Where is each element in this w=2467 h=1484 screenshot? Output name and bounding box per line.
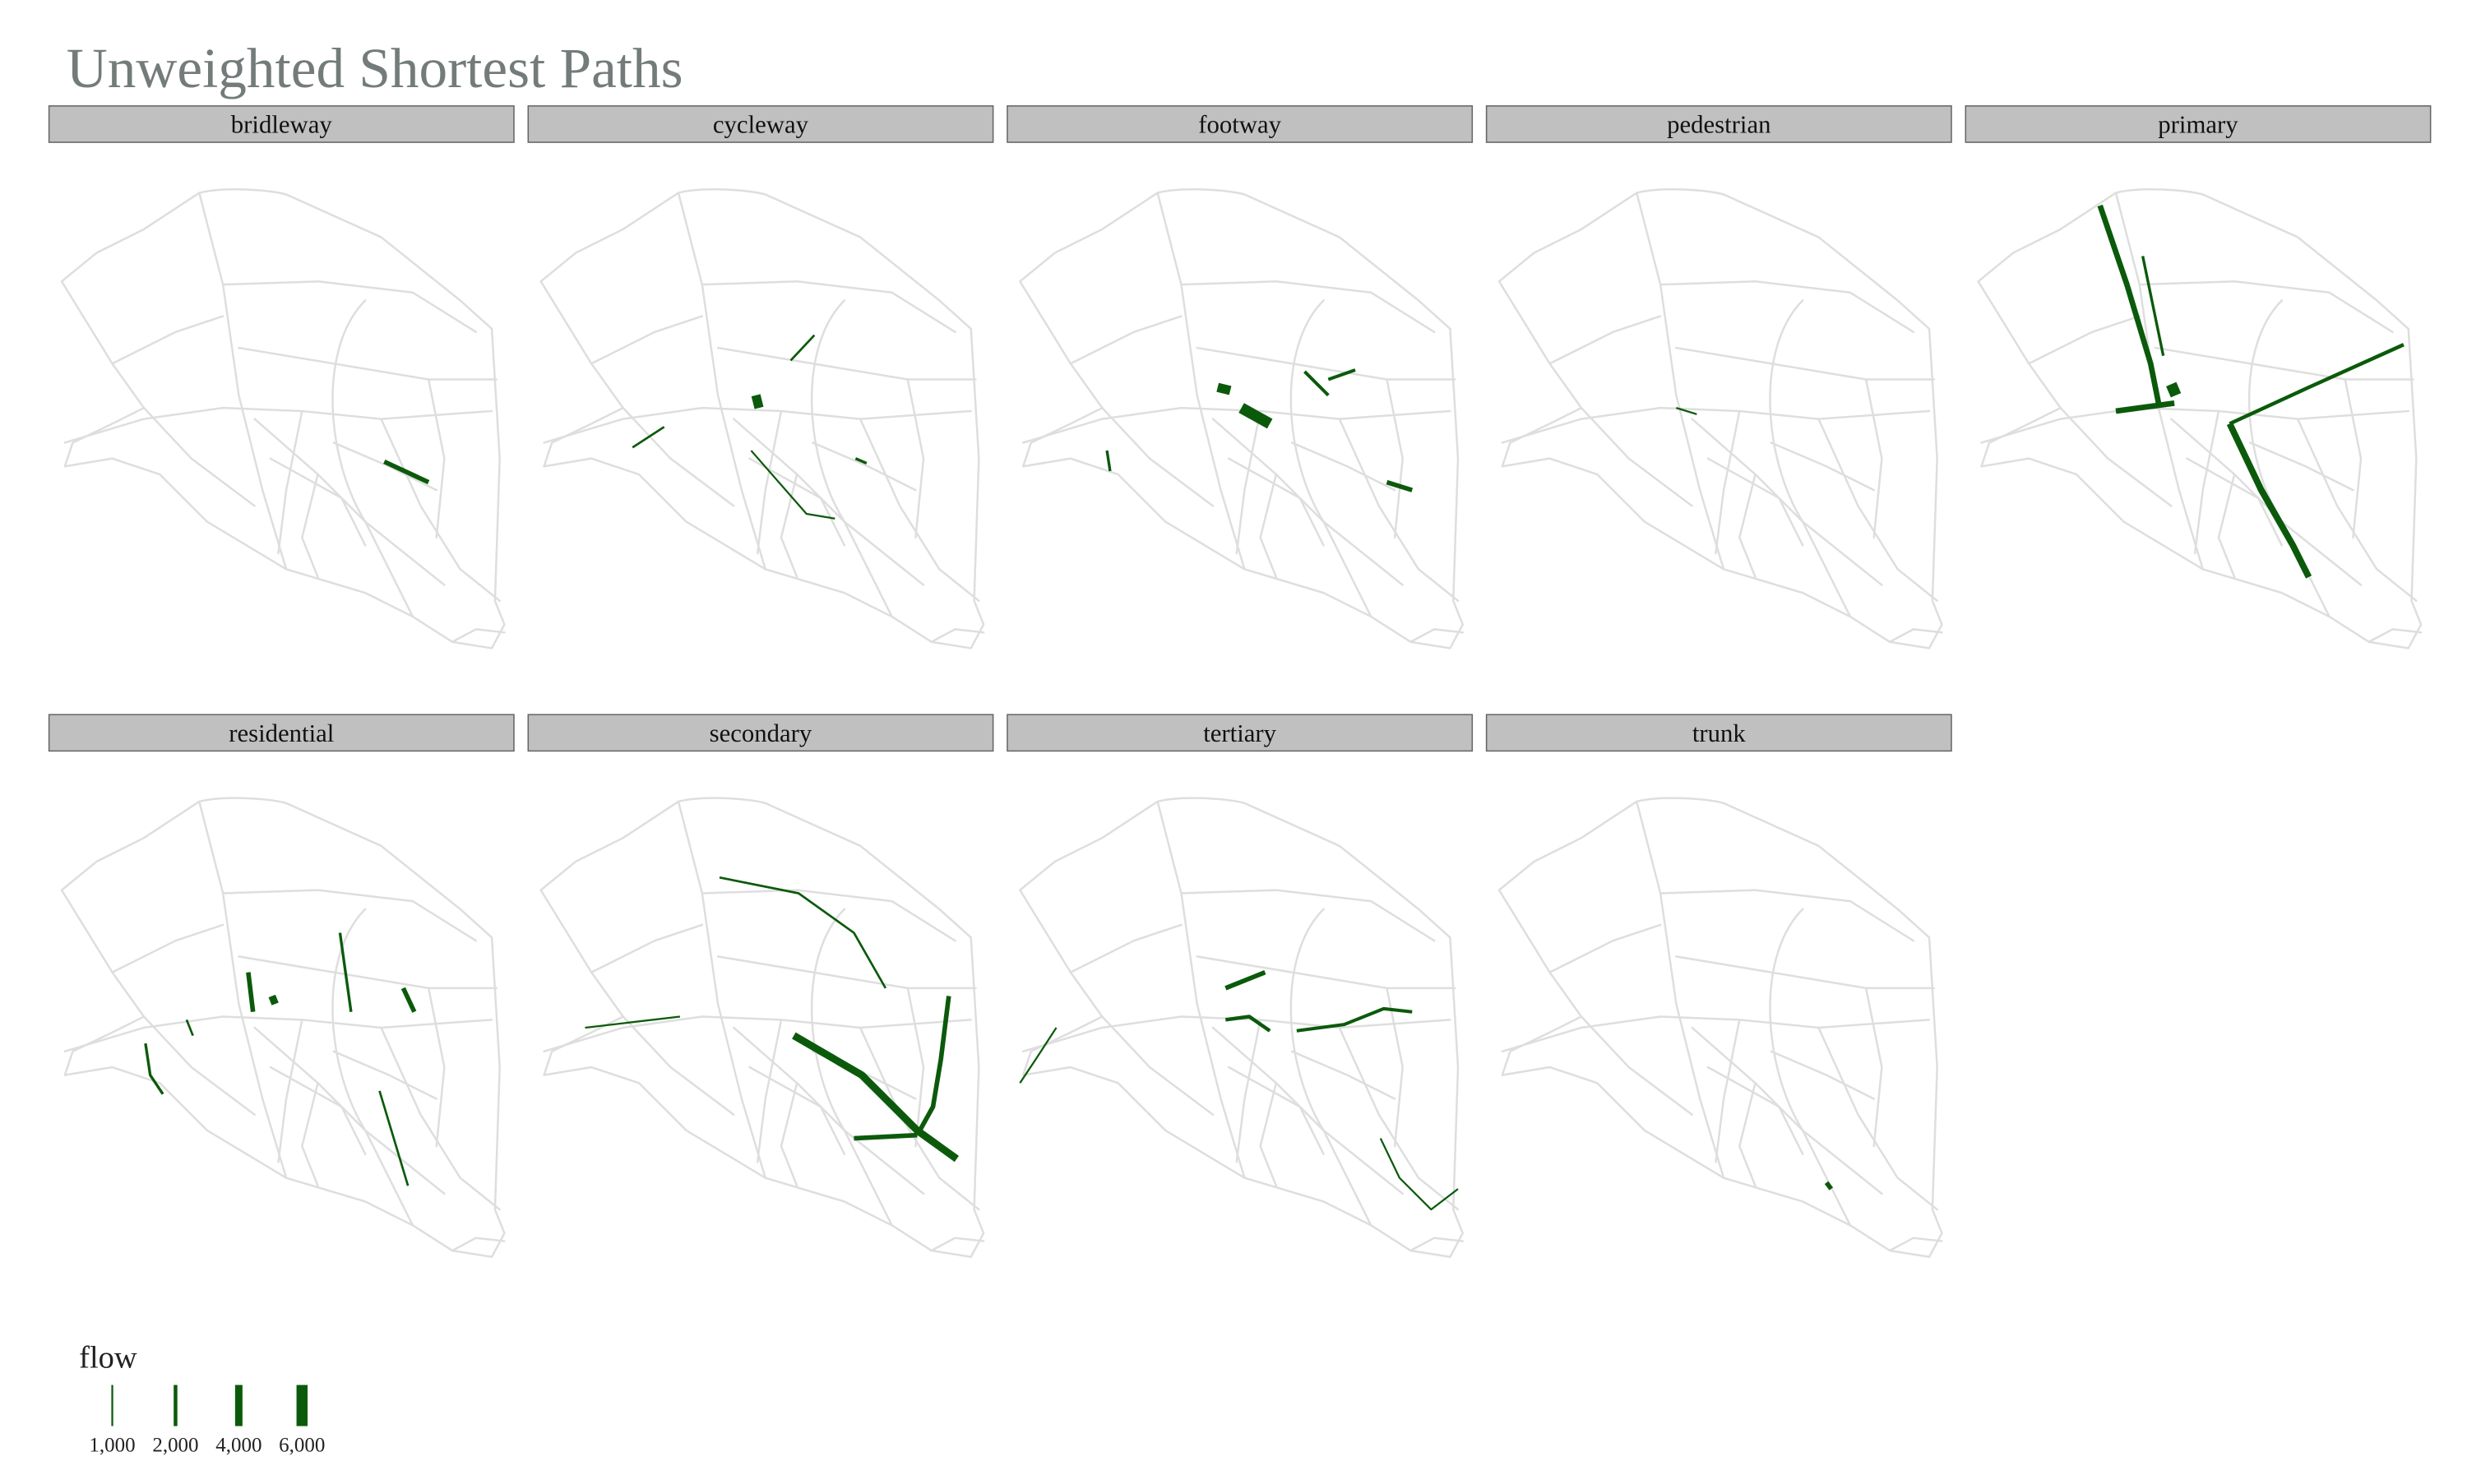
- flow-segment: [2141, 256, 2165, 357]
- legend-label: 6,000: [279, 1434, 325, 1456]
- road-network: [1019, 797, 1465, 1259]
- facet-label: residential: [229, 719, 334, 747]
- facet-panel: footway: [1007, 105, 1474, 650]
- facet-panel: residential: [48, 714, 515, 1259]
- facet-panel: primary: [1965, 105, 2432, 650]
- flow-segment: [1225, 1015, 1271, 1033]
- flow-segment: [1019, 1027, 1058, 1084]
- flow-segment: [750, 450, 835, 520]
- legend-key: [234, 1385, 243, 1426]
- flow-segment: [1386, 479, 1414, 492]
- facet-label: bridleway: [231, 111, 333, 139]
- flow-segment: [1105, 450, 1112, 472]
- flow-segment: [1238, 403, 1273, 429]
- facet-strip: [1007, 105, 1474, 143]
- road-network: [1497, 188, 1943, 650]
- flow-segment: [585, 1015, 681, 1029]
- facet-strip: [1965, 105, 2432, 143]
- flow-segment: [792, 1032, 960, 1163]
- flow-segment: [185, 1019, 194, 1037]
- legend-label: 4,000: [215, 1434, 262, 1456]
- road-network: [539, 188, 985, 650]
- facet-label: primary: [2158, 111, 2238, 139]
- facet-panel: bridleway: [48, 105, 515, 650]
- flow-segment: [1676, 407, 1697, 415]
- facet-strip: [527, 714, 994, 752]
- flow-segment: [2097, 204, 2162, 405]
- facet-label: trunk: [1692, 719, 1747, 747]
- flow-segment: [1216, 382, 1232, 395]
- flow-segment: [1224, 970, 1266, 991]
- road-network: [60, 797, 506, 1259]
- chart-title: Unweighted Shortest Paths: [67, 36, 683, 99]
- road-network: [1977, 188, 2423, 650]
- flow-segment: [2166, 381, 2182, 398]
- legend-label: 2,000: [152, 1434, 198, 1456]
- flow-segment: [751, 394, 764, 409]
- road-network: [1497, 797, 1943, 1259]
- map: [1977, 188, 2423, 650]
- map: [1019, 797, 1465, 1259]
- facet-label: cycleway: [713, 111, 809, 139]
- facet-panel: tertiary: [1007, 714, 1474, 1259]
- flow-segment: [338, 932, 353, 1012]
- flow-segment: [2115, 400, 2175, 414]
- facet-panel: trunk: [1485, 714, 1952, 1259]
- facet-label: pedestrian: [1667, 111, 1770, 139]
- map: [539, 188, 985, 650]
- flow-segment: [854, 457, 868, 465]
- map: [60, 797, 506, 1259]
- flow-segment: [2226, 422, 2312, 579]
- facet-panel: secondary: [527, 714, 994, 1259]
- flow-segment: [246, 972, 256, 1013]
- facet-strip: [1007, 714, 1474, 752]
- map: [1497, 188, 1943, 650]
- flow-segment: [719, 876, 887, 989]
- facet-strip: [48, 714, 515, 752]
- flow-segment: [2229, 343, 2405, 426]
- legend-key: [111, 1385, 113, 1426]
- flow-segment: [400, 987, 417, 1013]
- flow-segment: [632, 426, 665, 449]
- facet-label: secondary: [710, 719, 812, 747]
- legend-title: flow: [79, 1340, 137, 1375]
- flow-segment: [914, 996, 951, 1137]
- flow-segment: [1379, 1138, 1459, 1211]
- map: [60, 188, 506, 650]
- road-network: [60, 188, 506, 650]
- flow-segment: [268, 994, 279, 1006]
- legend-key: [174, 1385, 178, 1426]
- flow-segment: [378, 1090, 410, 1186]
- plot: Unweighted Shortest Paths flow bridleway…: [48, 36, 2432, 1456]
- flow-segment: [383, 459, 430, 485]
- road-network: [539, 797, 985, 1259]
- map: [1019, 188, 1465, 650]
- flow-segment: [1303, 370, 1330, 397]
- facet-strip: [48, 105, 515, 143]
- facet-strip: [1485, 105, 1952, 143]
- flow-segment: [144, 1042, 164, 1095]
- facet-strip: [527, 105, 994, 143]
- legend-key: [296, 1385, 308, 1426]
- flow-segment: [854, 1132, 918, 1141]
- road-network: [1019, 188, 1465, 650]
- legend-label: 1,000: [89, 1434, 135, 1456]
- map: [1497, 797, 1943, 1259]
- flow-segment: [789, 334, 816, 362]
- facet-panel: pedestrian: [1485, 105, 1952, 650]
- facet-label: tertiary: [1203, 719, 1276, 747]
- flow-segment: [1824, 1181, 1834, 1190]
- flow-segment: [1327, 368, 1356, 381]
- flow-segment: [1296, 1006, 1413, 1033]
- facet-label: footway: [1198, 111, 1281, 139]
- facet-panel: cycleway: [527, 105, 994, 650]
- facet-strip: [1485, 714, 1952, 752]
- map: [539, 797, 985, 1259]
